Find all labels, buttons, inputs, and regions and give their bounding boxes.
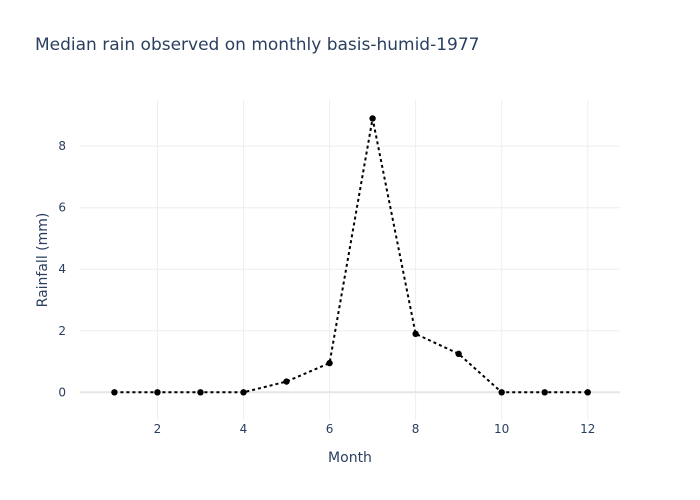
data-point — [455, 350, 462, 358]
data-point — [369, 115, 376, 122]
data-point — [498, 389, 505, 396]
x-axis-ticks: 2 4 6 8 10 12 — [154, 422, 596, 436]
y-tick-label: 4 — [58, 262, 66, 276]
y-tick-label: 6 — [58, 201, 66, 215]
data-point — [584, 389, 591, 396]
series-line — [114, 118, 588, 394]
data-point — [283, 378, 290, 385]
y-gridlines — [80, 145, 620, 394]
y-axis-title: Rainfall (mm) — [35, 213, 51, 308]
data-point — [326, 359, 333, 367]
y-tick-label: 8 — [58, 139, 66, 153]
data-point — [412, 330, 419, 338]
y-axis-ticks: 0 2 4 6 8 — [58, 139, 66, 399]
data-point — [197, 389, 204, 396]
chart-title: Median rain observed on monthly basis-hu… — [35, 35, 480, 55]
x-tick-label: 10 — [494, 422, 509, 436]
y-tick-label: 2 — [58, 324, 66, 338]
x-gridlines — [156, 100, 589, 420]
x-tick-label: 2 — [154, 422, 162, 436]
x-tick-label: 4 — [240, 422, 248, 436]
data-point — [154, 389, 161, 396]
x-tick-label: 12 — [580, 422, 595, 436]
data-point — [240, 389, 247, 396]
x-axis-title: Month — [328, 450, 372, 466]
x-tick-label: 8 — [412, 422, 420, 436]
y-tick-label: 0 — [58, 385, 66, 399]
data-point — [541, 389, 548, 396]
data-point — [111, 389, 118, 396]
x-tick-label: 6 — [326, 422, 334, 436]
series-layer — [111, 115, 591, 396]
